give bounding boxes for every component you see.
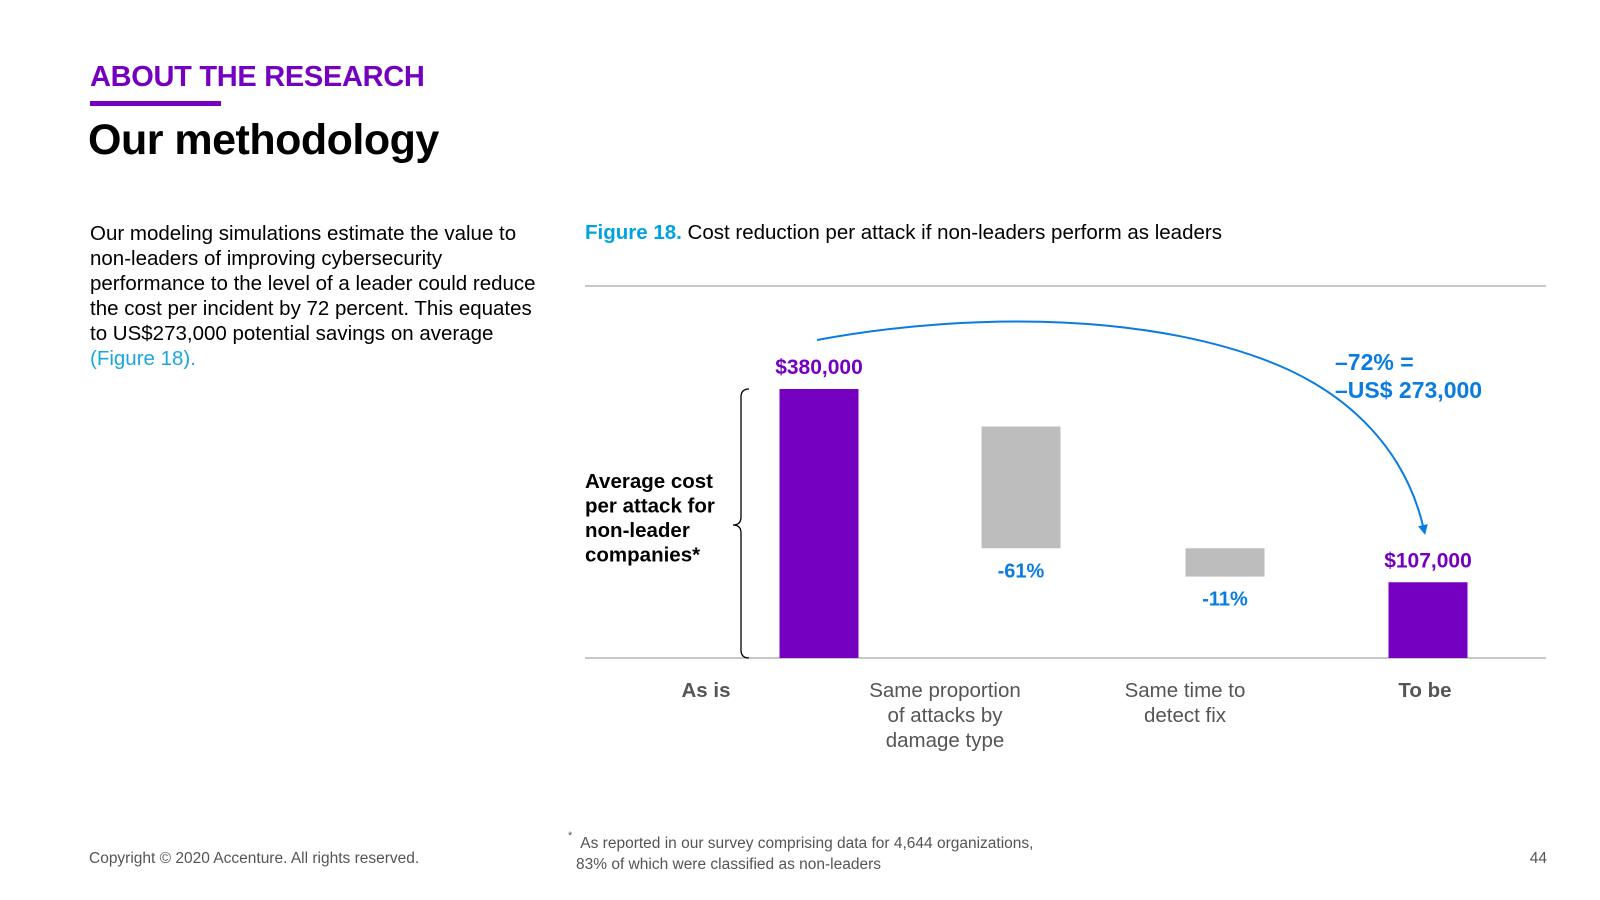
- category-label-2-3: damage type: [886, 729, 1005, 752]
- footnote-line-2: 83% of which were classified as non-lead…: [576, 856, 881, 874]
- copyright: Copyright © 2020 Accenture. All rights r…: [89, 850, 420, 867]
- body-paragraph: Our modeling simulations estimate the va…: [90, 221, 550, 371]
- footnote-mark: *: [568, 830, 573, 842]
- brace-label-line-4: companies*: [585, 544, 700, 567]
- brace-label-line-2: per attack for: [585, 495, 715, 518]
- figure-label: Figure 18.: [585, 221, 682, 244]
- footnote: * As reported in our survey comprising da…: [568, 829, 1176, 875]
- section-eyebrow: ABOUT THE RESEARCH: [90, 61, 425, 93]
- category-label-1-1: As is: [682, 679, 731, 702]
- bar-label-4: $107,000: [1384, 549, 1472, 572]
- figure-link[interactable]: (Figure 18).: [90, 347, 196, 370]
- category-label-2-2: of attacks by: [887, 704, 1003, 727]
- figure-title: Figure 18. Cost reduction per attack if …: [585, 221, 1222, 245]
- annotation-line-2: –US$ 273,000: [1335, 377, 1482, 403]
- figure-caption: Cost reduction per attack if non-leaders…: [687, 221, 1222, 244]
- category-label-3-1: Same time to: [1125, 679, 1246, 702]
- annotation-line-1: –72% =: [1335, 349, 1414, 375]
- bar-2: [981, 426, 1061, 549]
- eyebrow-underline: [90, 101, 221, 106]
- footnote-line-1: As reported in our survey comprising dat…: [580, 835, 1034, 853]
- reduction-arrow: [816, 320, 1428, 535]
- bar-label-2: -61%: [998, 560, 1045, 582]
- bar-3: [1185, 548, 1265, 577]
- brace-icon: [732, 388, 750, 659]
- category-label-2-1: Same proportion: [869, 679, 1021, 702]
- brace-label-line-3: non-leader: [585, 519, 690, 542]
- page-number: 44: [1529, 850, 1547, 867]
- bar-4: [1388, 582, 1468, 658]
- body-paragraph-text: Our modeling simulations estimate the va…: [90, 222, 536, 345]
- category-label-4-1: To be: [1398, 679, 1451, 702]
- page-title: Our methodology: [88, 116, 439, 164]
- brace-label-line-1: Average cost: [585, 470, 713, 493]
- bar-label-1: $380,000: [775, 356, 863, 379]
- bar-1: [779, 389, 859, 658]
- category-label-3-2: detect fix: [1144, 704, 1227, 727]
- bar-label-3: -11%: [1202, 589, 1248, 611]
